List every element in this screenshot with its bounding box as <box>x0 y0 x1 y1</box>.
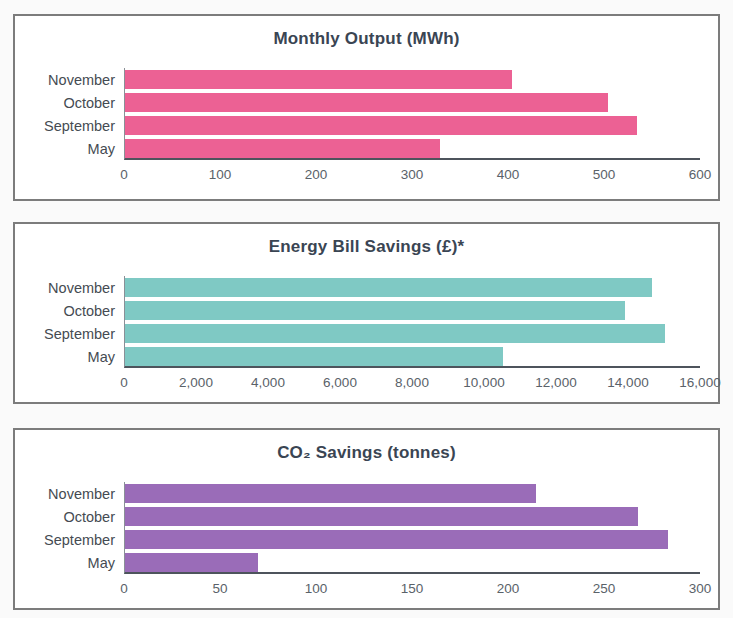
bar-may <box>124 347 503 366</box>
bar-rows: November October September May <box>15 68 718 160</box>
chart-panel-energy-bill-savings: Energy Bill Savings (£)* November October… <box>13 222 720 404</box>
bar-september <box>124 530 668 549</box>
bar-slot <box>124 505 699 528</box>
category-label: November <box>15 280 124 296</box>
bar-slot <box>124 137 699 160</box>
x-tick-label: 500 <box>593 167 616 182</box>
category-label: September <box>15 326 124 342</box>
chart-row: October <box>15 505 718 528</box>
x-tick-label: 300 <box>401 167 424 182</box>
chart-row: November <box>15 482 718 505</box>
x-tick-label: 200 <box>305 167 328 182</box>
chart-title: CO₂ Savings (tonnes) <box>15 430 718 463</box>
chart-plot-area: November October September May 0 2,000 4,000 6,… <box>15 276 718 392</box>
bar-november <box>124 70 512 89</box>
bar-slot <box>124 482 699 505</box>
chart-row: May <box>15 551 718 574</box>
chart-row: May <box>15 345 718 368</box>
x-tick-label: 150 <box>401 581 424 596</box>
category-label: September <box>15 532 124 548</box>
bar-slot <box>124 345 699 368</box>
bar-slot <box>124 91 699 114</box>
category-label: May <box>15 141 124 157</box>
bar-rows: November October September May <box>15 482 718 574</box>
chart-row: September <box>15 322 718 345</box>
chart-plot-area: November October September May 0 100 200 300 400… <box>15 68 718 184</box>
category-label: October <box>15 95 124 111</box>
x-tick-label: 6,000 <box>323 375 357 390</box>
x-tick-label: 10,000 <box>463 375 504 390</box>
x-tick-label: 0 <box>120 581 128 596</box>
chart-plot-area: November October September May 0 50 100 150 200 2… <box>15 482 718 598</box>
chart-row: October <box>15 299 718 322</box>
category-label: October <box>15 303 124 319</box>
bar-may <box>124 139 440 158</box>
category-label: October <box>15 509 124 525</box>
x-tick-label: 16,000 <box>679 375 720 390</box>
chart-panel-monthly-output: Monthly Output (MWh) November October Sept… <box>13 14 720 201</box>
bar-may <box>124 553 258 572</box>
x-axis-ticks: 0100200300400500600 <box>124 160 700 184</box>
chart-row: September <box>15 528 718 551</box>
x-tick-label: 400 <box>497 167 520 182</box>
chart-row: November <box>15 276 718 299</box>
bar-rows: November October September May <box>15 276 718 368</box>
x-tick-label: 2,000 <box>179 375 213 390</box>
bar-slot <box>124 299 699 322</box>
x-tick-label: 250 <box>593 581 616 596</box>
bar-slot <box>124 68 699 91</box>
chart-row: November <box>15 68 718 91</box>
bar-october <box>124 301 625 320</box>
x-tick-label: 300 <box>689 581 712 596</box>
chart-row: October <box>15 91 718 114</box>
bar-slot <box>124 528 699 551</box>
x-tick-label: 8,000 <box>395 375 429 390</box>
category-label: May <box>15 555 124 571</box>
x-tick-label: 600 <box>689 167 712 182</box>
x-axis-ticks: 050100150200250300 <box>124 574 700 598</box>
bar-slot <box>124 551 699 574</box>
x-tick-label: 100 <box>209 167 232 182</box>
x-tick-label: 0 <box>120 375 128 390</box>
bar-slot <box>124 114 699 137</box>
category-label: November <box>15 72 124 88</box>
x-tick-label: 200 <box>497 581 520 596</box>
x-axis-ticks: 02,0004,0006,0008,00010,00012,00014,0001… <box>124 368 700 392</box>
chart-title: Energy Bill Savings (£)* <box>15 224 718 257</box>
bar-slot <box>124 276 699 299</box>
x-tick-label: 14,000 <box>607 375 648 390</box>
bar-september <box>124 116 637 135</box>
x-tick-label: 100 <box>305 581 328 596</box>
category-label: September <box>15 118 124 134</box>
category-label: May <box>15 349 124 365</box>
chart-row: September <box>15 114 718 137</box>
x-tick-label: 0 <box>120 167 128 182</box>
chart-row: May <box>15 137 718 160</box>
bar-slot <box>124 322 699 345</box>
bar-october <box>124 507 638 526</box>
x-tick-label: 50 <box>212 581 227 596</box>
x-tick-label: 12,000 <box>535 375 576 390</box>
bar-september <box>124 324 665 343</box>
bar-october <box>124 93 608 112</box>
bar-november <box>124 484 536 503</box>
category-label: November <box>15 486 124 502</box>
x-tick-label: 4,000 <box>251 375 285 390</box>
bar-november <box>124 278 652 297</box>
chart-panel-co2-savings: CO₂ Savings (tonnes) November October Sept… <box>13 428 720 610</box>
chart-title: Monthly Output (MWh) <box>15 16 718 49</box>
